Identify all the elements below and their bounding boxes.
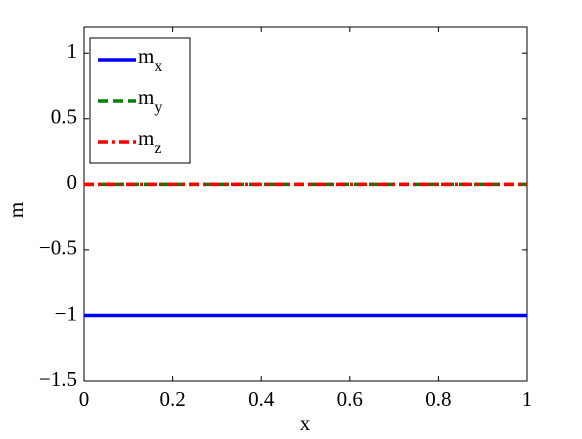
y-tick-label: 0: [67, 170, 78, 194]
legend-label: mz: [138, 126, 161, 157]
y-tick-label: 0.5: [51, 105, 77, 129]
x-tick-label: 0: [79, 387, 90, 411]
x-tick-label: 1: [522, 387, 533, 411]
legend-label: mx: [138, 44, 162, 75]
legend-label: my: [138, 85, 162, 116]
y-tick-label: 1: [67, 39, 78, 63]
y-tick-label: −0.5: [39, 236, 77, 260]
y-axis-label: m: [4, 202, 28, 218]
x-tick-label: 0.4: [248, 387, 275, 411]
y-tick-label: −1: [55, 301, 77, 325]
y-tick-label: −1.5: [39, 367, 77, 391]
x-tick-label: 0.6: [337, 387, 363, 411]
x-axis-label: x: [300, 411, 311, 435]
x-tick-label: 0.2: [159, 387, 185, 411]
x-tick-label: 0.8: [425, 387, 451, 411]
